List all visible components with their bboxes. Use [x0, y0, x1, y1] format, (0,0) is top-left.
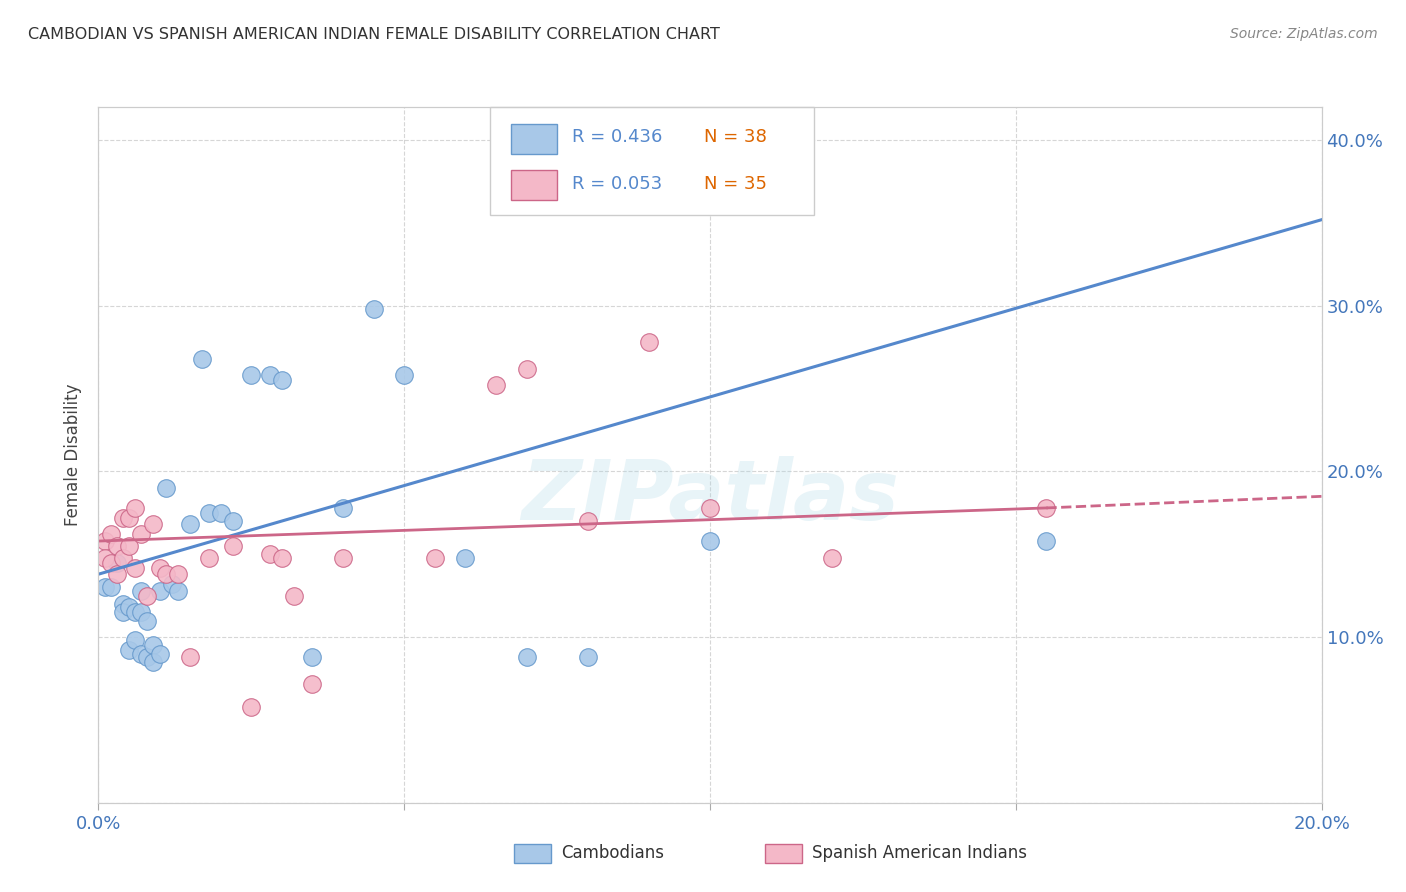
Point: [142, 517, 165, 532]
Point: [118, 511, 141, 525]
Point: [363, 302, 385, 317]
Point: [485, 378, 508, 392]
Point: [423, 550, 446, 565]
Point: [197, 550, 219, 565]
Point: [111, 605, 134, 619]
Text: Source: ZipAtlas.com: Source: ZipAtlas.com: [1230, 27, 1378, 41]
Point: [118, 539, 141, 553]
Point: [111, 550, 134, 565]
Text: N = 35: N = 35: [704, 175, 766, 193]
Point: [155, 481, 177, 495]
Point: [111, 511, 134, 525]
Point: [332, 550, 354, 565]
Point: [240, 368, 263, 383]
Point: [155, 567, 177, 582]
Point: [149, 583, 172, 598]
Point: [118, 600, 141, 615]
Point: [222, 514, 245, 528]
Point: [105, 539, 128, 553]
Point: [111, 597, 134, 611]
Point: [699, 534, 721, 549]
Point: [454, 550, 477, 565]
Point: [136, 614, 159, 628]
Point: [100, 581, 122, 595]
Point: [124, 633, 146, 648]
Point: [93, 581, 115, 595]
FancyBboxPatch shape: [510, 170, 557, 200]
Point: [149, 647, 172, 661]
Point: [105, 567, 128, 582]
Point: [142, 655, 165, 669]
Point: [576, 514, 599, 528]
Text: Spanish American Indians: Spanish American Indians: [811, 844, 1026, 862]
Point: [191, 351, 214, 366]
Point: [240, 699, 263, 714]
Point: [283, 589, 305, 603]
Point: [124, 605, 146, 619]
FancyBboxPatch shape: [765, 844, 801, 863]
Point: [129, 605, 152, 619]
Y-axis label: Female Disability: Female Disability: [65, 384, 83, 526]
FancyBboxPatch shape: [489, 107, 814, 215]
Point: [100, 556, 122, 570]
Point: [124, 500, 146, 515]
Text: R = 0.436: R = 0.436: [572, 128, 662, 146]
Text: Cambodians: Cambodians: [561, 844, 664, 862]
Point: [93, 534, 115, 549]
Point: [105, 556, 128, 570]
Point: [197, 506, 219, 520]
Point: [699, 500, 721, 515]
Point: [301, 676, 323, 690]
Point: [129, 583, 152, 598]
Point: [259, 547, 281, 561]
Point: [637, 335, 661, 350]
Point: [270, 373, 292, 387]
Point: [1035, 500, 1057, 515]
Point: [222, 539, 245, 553]
Point: [259, 368, 281, 383]
Point: [129, 527, 152, 541]
Text: N = 38: N = 38: [704, 128, 766, 146]
Point: [124, 560, 146, 574]
Point: [270, 550, 292, 565]
Point: [392, 368, 416, 383]
Point: [516, 361, 538, 376]
Point: [118, 643, 141, 657]
Point: [821, 550, 844, 565]
Point: [142, 639, 165, 653]
Point: [209, 506, 232, 520]
Point: [149, 560, 172, 574]
Point: [1035, 534, 1057, 549]
Point: [516, 650, 538, 665]
FancyBboxPatch shape: [515, 844, 551, 863]
Point: [301, 650, 323, 665]
Point: [576, 650, 599, 665]
Point: [160, 577, 183, 591]
FancyBboxPatch shape: [510, 124, 557, 153]
Text: ZIPatlas: ZIPatlas: [522, 456, 898, 537]
Point: [167, 567, 190, 582]
Point: [136, 650, 159, 665]
Point: [100, 527, 122, 541]
Point: [179, 650, 201, 665]
Text: CAMBODIAN VS SPANISH AMERICAN INDIAN FEMALE DISABILITY CORRELATION CHART: CAMBODIAN VS SPANISH AMERICAN INDIAN FEM…: [28, 27, 720, 42]
Text: R = 0.053: R = 0.053: [572, 175, 662, 193]
Point: [93, 550, 115, 565]
Point: [136, 589, 159, 603]
Point: [129, 647, 152, 661]
Point: [179, 517, 201, 532]
Point: [332, 500, 354, 515]
Point: [167, 583, 190, 598]
